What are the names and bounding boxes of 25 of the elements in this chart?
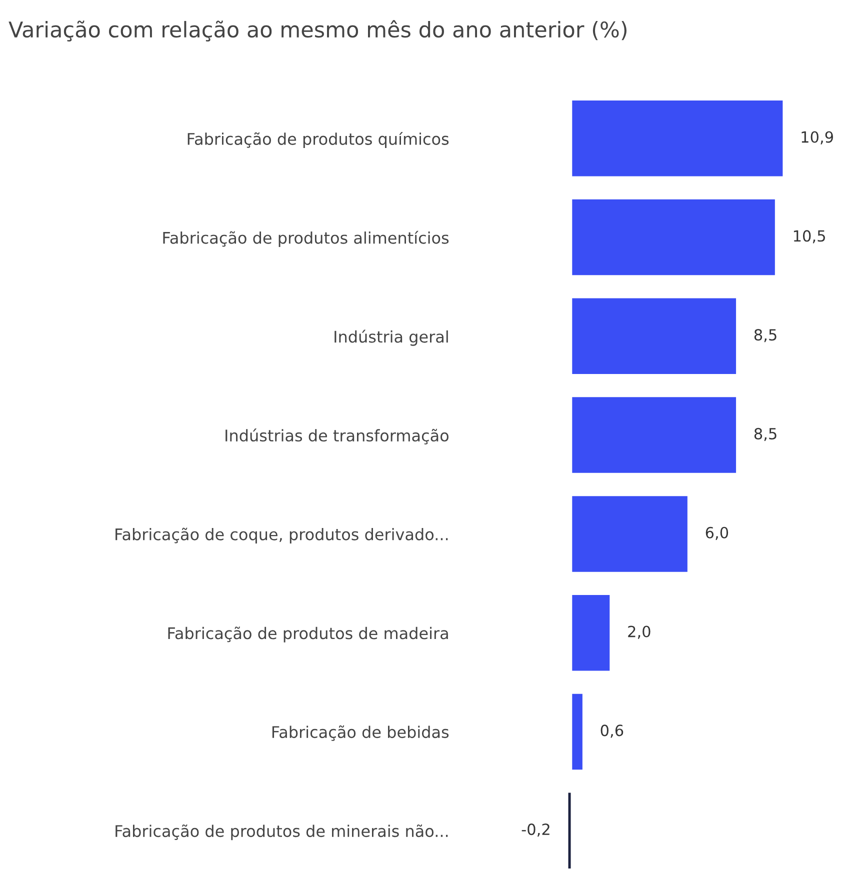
bar [570,296,738,376]
bar [570,594,612,672]
bar [570,198,776,277]
bar [570,99,784,178]
bar [570,396,738,474]
y-tick-label: Fabricação de produtos alimentícios [163,230,449,247]
data-label: 6,0 [706,526,728,540]
data-label: 2,0 [628,626,650,639]
y-tick-label: Indústria geral [334,330,448,346]
data-label: 10,5 [794,230,825,244]
data-label: 0,6 [600,724,624,738]
y-tick-label: Fabricação de bebidas [272,725,449,741]
bar [570,692,584,772]
data-label: 8,5 [754,428,776,442]
y-tick-label: Fabricação de produtos de minerais não... [116,824,448,840]
bar [566,791,572,870]
y-tick-label: Fabricação de produtos químicos [188,132,449,148]
data-label: 8,5 [754,329,776,342]
bar [570,494,689,574]
y-tick-label: Indústrias de transformação [226,428,448,444]
data-label: -0,2 [522,824,550,837]
y-tick-label: Fabricação de produtos de madeira [168,626,448,642]
y-tick-label: Fabricação de coque, produtos derivado... [116,528,448,544]
data-label: 10,9 [802,131,834,144]
text: Variação com relação ao mesmo mês do ano anterior (%) [8,20,626,42]
